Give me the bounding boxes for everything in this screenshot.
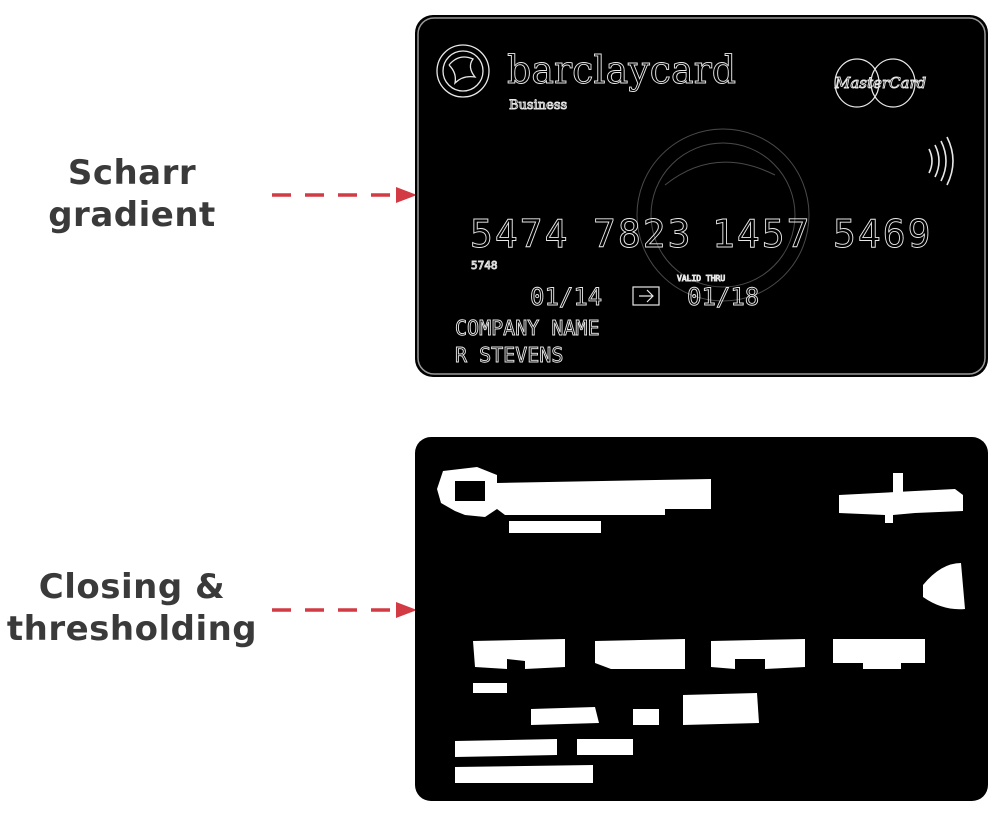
number-group: 7823 xyxy=(593,212,693,256)
number-group: 1457 xyxy=(712,212,812,256)
company-name: COMPANY NAME xyxy=(455,316,600,340)
contactless-blob xyxy=(923,563,965,610)
step-label-line: Closing & xyxy=(38,567,226,607)
step-label-line: gradient xyxy=(48,195,216,235)
number-group: 5469 xyxy=(833,212,933,256)
network-text: MasterCard xyxy=(834,74,926,92)
dashed-arrow-icon xyxy=(272,187,417,203)
subtitle-text: Business xyxy=(509,98,567,113)
valid-thru-label: VALID THRU xyxy=(677,274,725,283)
valid-thru: 01/18 xyxy=(687,283,759,311)
contactless-icon xyxy=(928,136,954,186)
company-blob-2 xyxy=(577,739,633,755)
closing-threshold-image xyxy=(415,437,988,801)
scharr-gradient-image: barclaycard Business MasterCard 5474 782… xyxy=(415,15,988,377)
network-blob xyxy=(839,473,963,523)
member-since-blob xyxy=(531,707,599,725)
subtitle-blob xyxy=(509,521,601,533)
number-group: 5474 xyxy=(470,212,570,256)
cardholder-blob xyxy=(455,765,593,783)
brand-blob xyxy=(437,467,711,517)
hologram-globe xyxy=(636,128,810,302)
small-code-blob xyxy=(473,683,507,693)
mastercard-logo xyxy=(834,58,916,108)
member-since: 01/14 xyxy=(530,283,602,311)
step-label-line: thresholding xyxy=(6,609,258,649)
dashed-arrow-icon xyxy=(272,602,417,618)
valid-thru-blob xyxy=(683,693,759,725)
step-label-closing-thresholding: Closing & thresholding xyxy=(2,566,262,650)
brand-text: barclaycard xyxy=(507,48,736,92)
date-arrow-blob xyxy=(633,709,659,725)
barclays-eagle-logo xyxy=(436,44,490,98)
cardholder-name: R STEVENS xyxy=(455,343,563,367)
company-blob-1 xyxy=(455,739,557,757)
number-blobs xyxy=(473,639,925,669)
step-label-scharr-gradient: Scharr gradient xyxy=(2,152,262,236)
small-code: 5748 xyxy=(471,259,498,272)
date-arrow-icon xyxy=(632,286,660,306)
step-label-line: Scharr xyxy=(67,153,197,193)
